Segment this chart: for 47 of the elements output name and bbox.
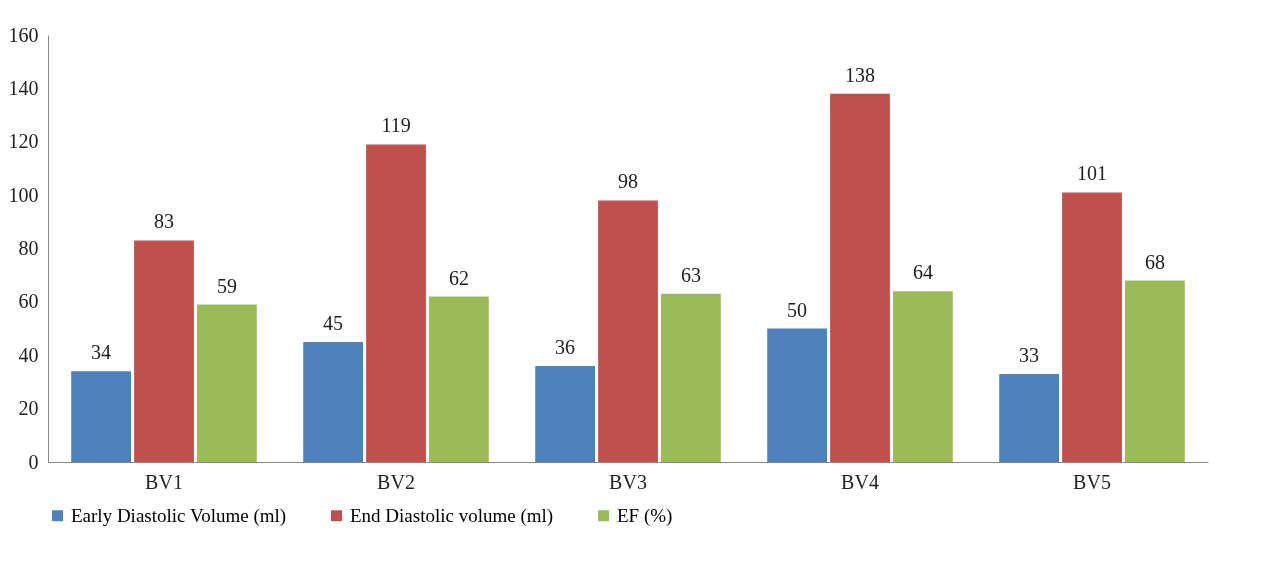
bar bbox=[134, 240, 194, 462]
x-tick-label: BV4 bbox=[841, 470, 879, 493]
bar bbox=[1125, 280, 1185, 462]
data-label: 119 bbox=[381, 114, 411, 137]
data-label: 50 bbox=[787, 298, 808, 321]
y-tick-label: 80 bbox=[18, 237, 39, 259]
bar bbox=[366, 144, 426, 462]
data-label: 62 bbox=[448, 266, 469, 289]
y-tick-label: 20 bbox=[18, 397, 39, 420]
y-tick-label: 140 bbox=[8, 76, 39, 99]
data-label: 138 bbox=[845, 63, 875, 86]
bar bbox=[429, 296, 489, 462]
data-label: 34 bbox=[91, 341, 112, 364]
data-label: 59 bbox=[216, 274, 237, 297]
x-tick-label: BV1 bbox=[145, 470, 183, 493]
legend-label: End Diastolic volume (ml) bbox=[350, 504, 554, 527]
data-label: 33 bbox=[1019, 343, 1040, 366]
bar bbox=[1062, 192, 1122, 462]
bar bbox=[197, 304, 257, 462]
legend-label: EF (%) bbox=[617, 504, 673, 527]
bar bbox=[535, 365, 595, 462]
y-tick-label: 60 bbox=[18, 290, 39, 313]
x-tick-label: BV3 bbox=[609, 470, 647, 493]
data-label: 45 bbox=[323, 311, 344, 334]
bar bbox=[830, 93, 890, 462]
y-tick-label: 100 bbox=[8, 183, 39, 206]
bar bbox=[71, 371, 131, 462]
x-tick-label: BV2 bbox=[377, 470, 415, 493]
bar bbox=[767, 328, 827, 462]
data-label: 83 bbox=[154, 210, 174, 233]
y-tick-label: 120 bbox=[8, 130, 39, 153]
y-tick-label: 160 bbox=[8, 23, 39, 46]
data-label: 68 bbox=[1144, 250, 1165, 273]
x-tick-label: BV5 bbox=[1073, 470, 1111, 493]
bar bbox=[999, 373, 1059, 462]
legend-label: Early Diastolic Volume (ml) bbox=[71, 504, 287, 527]
data-label: 98 bbox=[618, 170, 638, 193]
y-tick-label: 40 bbox=[18, 343, 39, 366]
data-label: 64 bbox=[912, 261, 933, 284]
y-tick-label: 0 bbox=[28, 450, 39, 473]
bar bbox=[598, 200, 658, 462]
data-label: 36 bbox=[555, 335, 576, 358]
bar bbox=[661, 293, 721, 462]
bar bbox=[893, 291, 953, 462]
data-label: 63 bbox=[680, 263, 701, 286]
bar bbox=[303, 341, 363, 462]
data-label: 101 bbox=[1077, 162, 1107, 185]
